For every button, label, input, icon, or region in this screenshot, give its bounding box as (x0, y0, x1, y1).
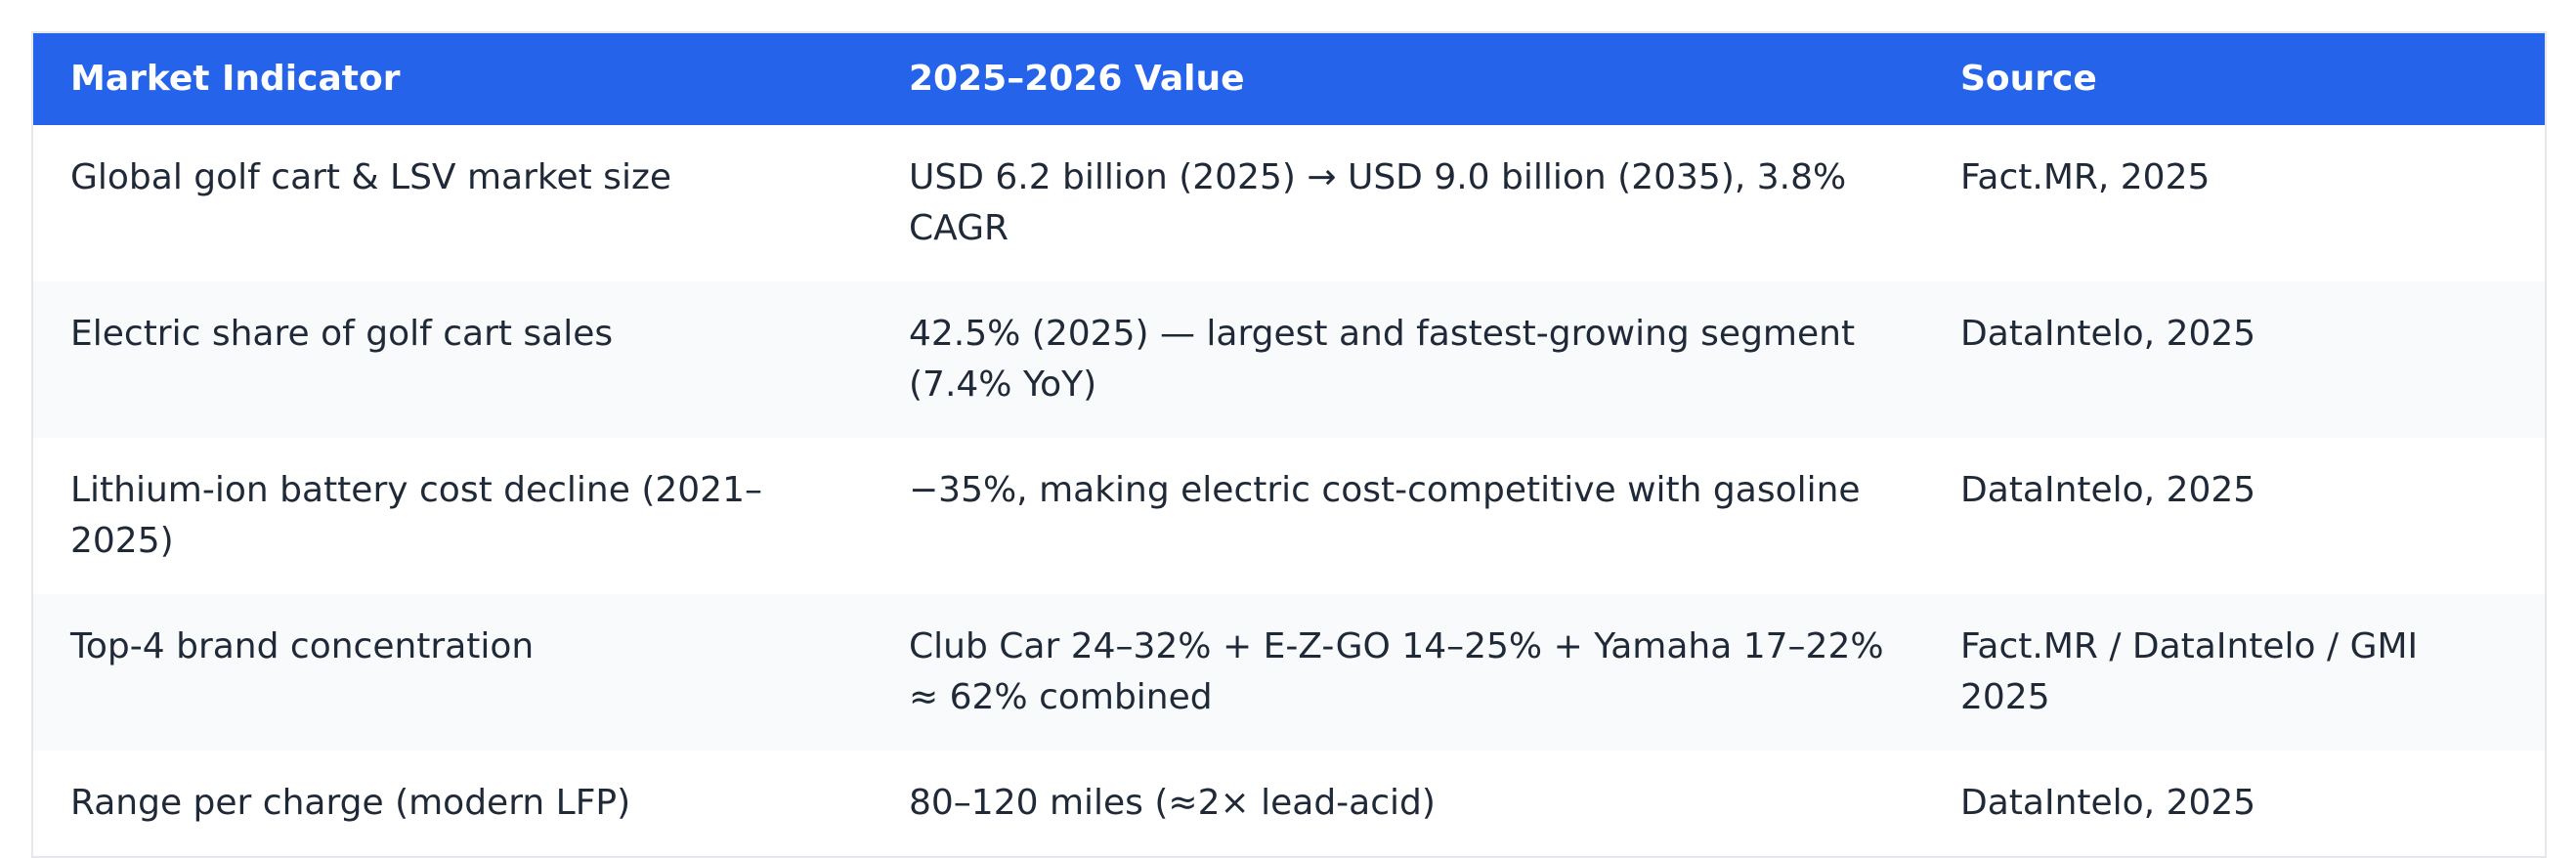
table-cell: Club Car 24–32% + E-Z-GO 14–25% + Yamaha… (872, 594, 1923, 751)
table-row: Global golf cart & LSV market size USD 6.… (32, 125, 2546, 281)
table-cell: 42.5% (2025) — largest and fastest-growi… (872, 281, 1923, 438)
table-cell: 80–120 miles (≈2× lead-acid) (909, 783, 1436, 823)
table-cell: DataIntelo, 2025 (1960, 783, 2256, 823)
table-cell: −35%, making electric cost-competitive w… (909, 470, 1861, 510)
data-table: Market Indicator 2025–2026 Value Source Gl… (31, 31, 2547, 858)
table-cell: Global golf cart & LSV market size (70, 157, 671, 197)
header-row: Market Indicator 2025–2026 Value Source (32, 32, 2546, 125)
header-cell: Source (1923, 32, 2546, 125)
table-cell: Fact.MR / DataIntelo / GMI 2025 (1923, 594, 2546, 751)
table-row: Electric share of golf cart sales 42.5% (… (32, 281, 2546, 438)
table-cell: Range per charge (modern LFP) (70, 783, 631, 823)
table-cell: Top-4 brand concentration (32, 594, 872, 751)
table-row: Top-4 brand concentration Club Car 24–32%… (32, 594, 2546, 751)
table-row: Lithium-ion battery cost decline (2021–2… (32, 438, 2546, 594)
table-cell: USD 6.2 billion (2025) → USD 9.0 billion… (909, 157, 1847, 248)
table-cell: DataIntelo, 2025 (1960, 470, 2256, 510)
table-body: Global golf cart & LSV market size USD 6.… (32, 125, 2546, 857)
table-cell: DataIntelo, 2025 (1923, 281, 2546, 438)
table-cell: Electric share of golf cart sales (32, 281, 872, 438)
header-cell: 2025–2026 Value (872, 32, 1923, 125)
table-cell: Lithium-ion battery cost decline (2021–2… (70, 470, 762, 561)
table-row: Range per charge (modern LFP) 80–120 mile… (32, 751, 2546, 857)
header-cell: Market Indicator (32, 32, 872, 125)
table-cell: Fact.MR, 2025 (1960, 157, 2211, 197)
page: Market Indicator 2025–2026 Value Source Gl… (31, 31, 2547, 858)
